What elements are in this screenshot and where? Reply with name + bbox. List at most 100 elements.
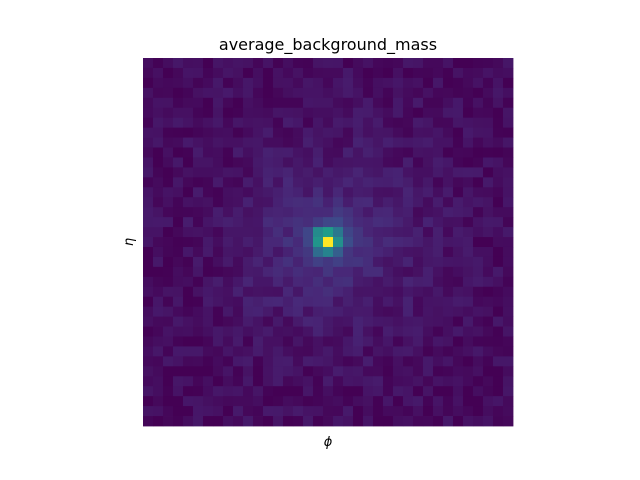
heatmap-cell <box>443 396 454 407</box>
heatmap-cell <box>163 217 174 228</box>
heatmap-cell <box>243 157 254 168</box>
heatmap-cell <box>443 306 454 317</box>
heatmap-cell <box>483 416 494 427</box>
heatmap-cell <box>153 107 164 119</box>
heatmap-cell <box>393 107 404 119</box>
heatmap-cell <box>293 366 304 377</box>
heatmap-cell <box>303 316 314 327</box>
heatmap-cell <box>303 276 314 288</box>
heatmap-cell <box>233 416 244 427</box>
heatmap-cell <box>393 366 404 377</box>
heatmap-cell <box>143 296 154 308</box>
heatmap-cell <box>143 177 154 188</box>
heatmap-cell <box>263 197 274 208</box>
heatmap-cell <box>263 306 274 317</box>
heatmap-cell <box>173 197 184 208</box>
heatmap-cell <box>433 127 444 138</box>
heatmap-cell <box>373 127 384 138</box>
heatmap-cell <box>193 416 204 427</box>
heatmap-cell <box>163 97 174 109</box>
heatmap-cell <box>153 256 164 268</box>
heatmap-cell <box>383 326 394 337</box>
heatmap-cell <box>173 266 184 278</box>
heatmap-cell <box>373 67 384 79</box>
heatmap-cell <box>263 266 274 278</box>
heatmap-cell <box>363 406 374 417</box>
heatmap-cell <box>403 197 414 208</box>
heatmap-cell <box>403 97 414 109</box>
heatmap-cell <box>253 256 264 268</box>
heatmap-cell <box>173 306 184 317</box>
heatmap-cell <box>203 157 214 168</box>
heatmap-cell <box>153 217 164 228</box>
heatmap-cell <box>143 246 154 258</box>
heatmap-cell <box>503 167 514 178</box>
heatmap-cell <box>303 246 314 258</box>
heatmap-cell <box>343 157 354 168</box>
heatmap-cell <box>153 77 164 89</box>
heatmap-cell <box>473 376 484 387</box>
heatmap-cell <box>323 296 334 308</box>
heatmap-cell <box>213 177 224 188</box>
heatmap-cell <box>243 127 254 138</box>
heatmap-cell <box>353 256 364 268</box>
heatmap-cell <box>313 147 324 158</box>
heatmap-cell <box>493 217 504 228</box>
heatmap-cell <box>263 376 274 387</box>
heatmap-cell <box>173 376 184 387</box>
heatmap-cell <box>443 87 454 99</box>
heatmap-cell <box>393 197 404 208</box>
heatmap-cell <box>253 246 264 258</box>
heatmap-cell <box>333 187 344 198</box>
heatmap-cell <box>213 346 224 357</box>
heatmap-cell <box>183 58 194 69</box>
heatmap-cell <box>303 326 314 337</box>
heatmap-cell <box>503 246 514 258</box>
heatmap-cell <box>233 406 244 417</box>
heatmap-cell <box>153 296 164 308</box>
heatmap-cell <box>393 227 404 238</box>
heatmap-cell <box>343 187 354 198</box>
heatmap-cell <box>493 256 504 268</box>
heatmap-cell <box>283 237 294 248</box>
heatmap-cell <box>243 256 254 268</box>
heatmap-cell <box>273 396 284 407</box>
heatmap-cell <box>293 296 304 308</box>
heatmap-cell <box>403 336 414 347</box>
heatmap-cell <box>243 296 254 308</box>
heatmap-cell <box>503 58 514 69</box>
heatmap-cell <box>203 197 214 208</box>
heatmap-cell <box>363 127 374 138</box>
heatmap-cell <box>403 107 414 119</box>
heatmap-cell <box>503 107 514 119</box>
heatmap-cell <box>413 127 424 138</box>
heatmap-cell <box>183 227 194 238</box>
heatmap-cell <box>343 366 354 377</box>
heatmap-cell <box>263 217 274 228</box>
heatmap-cell <box>173 336 184 347</box>
heatmap-cell <box>433 256 444 268</box>
heatmap-cell <box>333 266 344 278</box>
heatmap-cell <box>203 107 214 119</box>
heatmap-cell <box>283 107 294 119</box>
heatmap-cell <box>493 67 504 79</box>
heatmap-cell <box>483 396 494 407</box>
heatmap-cell <box>313 336 324 347</box>
heatmap-cell <box>333 237 344 248</box>
heatmap-cell <box>343 77 354 89</box>
heatmap-cell <box>273 266 284 278</box>
heatmap-cell <box>183 246 194 258</box>
heatmap-cell <box>163 276 174 288</box>
heatmap-cell <box>363 207 374 218</box>
heatmap-cell <box>153 246 164 258</box>
heatmap-cell <box>433 58 444 69</box>
heatmap-cell <box>143 97 154 109</box>
heatmap-cell <box>263 416 274 427</box>
heatmap-cell <box>263 117 274 129</box>
heatmap-cell <box>433 406 444 417</box>
heatmap-cell <box>253 386 264 397</box>
heatmap-cell <box>293 396 304 407</box>
heatmap-cell <box>373 416 384 427</box>
heatmap-cell <box>303 117 314 129</box>
heatmap-cell <box>173 167 184 178</box>
